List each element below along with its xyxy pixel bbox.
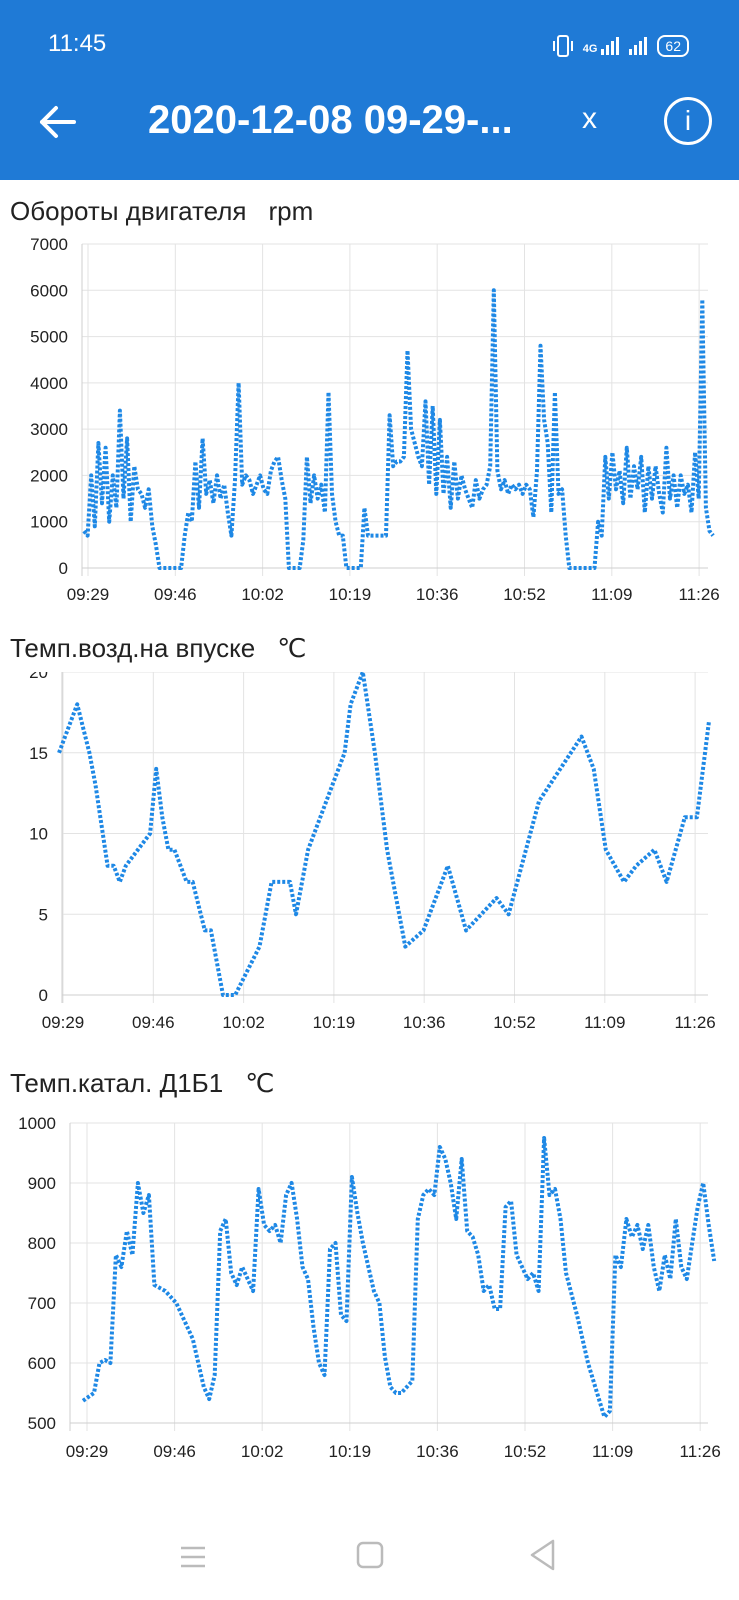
x-tick-label: 09:29	[42, 1013, 85, 1032]
y-tick-label: 20	[29, 672, 48, 682]
y-tick-label: 0	[59, 559, 68, 578]
y-tick-label: 700	[28, 1294, 56, 1313]
x-tick-label: 10:19	[329, 1442, 372, 1461]
x-tick-label: 10:36	[416, 585, 459, 604]
x-tick-label: 11:26	[678, 585, 719, 604]
y-tick-label: 4000	[30, 374, 68, 393]
status-icons: 4G 62	[552, 32, 689, 60]
y-tick-label: 800	[28, 1234, 56, 1253]
series-line	[81, 1136, 717, 1419]
x-tick-label: 10:19	[313, 1013, 356, 1032]
back-triangle-icon[interactable]	[528, 1538, 558, 1572]
x-tick-label: 09:46	[154, 585, 197, 604]
x-tick-label: 09:46	[132, 1013, 175, 1032]
x-tick-label: 10:19	[329, 585, 372, 604]
info-button[interactable]: i	[664, 97, 712, 145]
y-tick-label: 600	[28, 1354, 56, 1373]
x-tick-label: 10:02	[241, 585, 284, 604]
y-tick-label: 3000	[30, 420, 68, 439]
x-tick-label: 10:52	[493, 1013, 536, 1032]
y-tick-label: 0	[39, 986, 48, 1005]
vibrate-icon	[552, 35, 573, 57]
home-square-icon[interactable]	[355, 1540, 385, 1570]
page-title: 2020-12-08 09-29-...	[148, 98, 513, 142]
battery-icon: 62	[657, 35, 689, 57]
y-tick-label: 500	[28, 1414, 56, 1433]
y-tick-label: 2000	[30, 466, 68, 485]
status-time: 11:45	[48, 30, 107, 57]
menu-icon[interactable]	[178, 1542, 208, 1572]
cat-temp-chart: 500 600 700 800 900 1000 09:29 09:46 10:02 10:19 1…	[18, 1114, 721, 1461]
y-tick-label: 900	[28, 1174, 56, 1193]
y-tick-label: 10	[29, 825, 48, 844]
x-tick-label: 11:26	[674, 1013, 715, 1032]
chart-unit-intake-temp: ℃	[277, 633, 307, 663]
chart-title-rpm: Обороты двигателя rpm	[10, 196, 314, 226]
x-tick-label: 11:09	[592, 1442, 633, 1461]
x-tick-label: 09:46	[153, 1442, 196, 1461]
back-arrow-button[interactable]	[36, 100, 80, 144]
y-tick-label: 1000	[30, 513, 68, 532]
y-tick-label: 7000	[30, 236, 68, 254]
x-tick-label: 11:09	[584, 1013, 625, 1032]
chart-title-cat-temp: Темп.катал. Д1Б1 ℃	[10, 1068, 275, 1098]
x-tick-label: 09:29	[66, 1442, 109, 1461]
chart-title-intake-temp: Темп.возд.на впуске ℃	[10, 633, 307, 663]
x-tick-label: 10:02	[241, 1442, 284, 1461]
x-tick-label: 10:52	[503, 585, 546, 604]
chart-unit-rpm: rpm	[268, 196, 314, 226]
x-tick-label: 11:26	[680, 1442, 721, 1461]
x-tick-label: 10:52	[504, 1442, 547, 1461]
series-line	[57, 672, 712, 997]
system-nav-bar	[0, 1520, 739, 1600]
y-tick-label: 1000	[18, 1114, 56, 1133]
y-tick-label: 15	[29, 744, 48, 763]
intake-temp-chart: 0 5 10 15 20 09:29 09:46 10:02 10:19 10:36 10:52 11…	[29, 672, 716, 1032]
x-tick-label: 10:36	[403, 1013, 446, 1032]
chart-unit-cat-temp: ℃	[245, 1068, 275, 1098]
y-tick-label: 6000	[30, 281, 68, 300]
rpm-chart: 0 1000 2000 3000 4000 5000 6000 7000 09:29 09:46 1…	[30, 236, 720, 604]
x-tick-label: 11:09	[591, 585, 632, 604]
x-tick-label: 10:36	[416, 1442, 459, 1461]
close-button[interactable]: x	[582, 102, 597, 135]
series-line	[82, 288, 715, 570]
x-tick-label: 10:02	[222, 1013, 265, 1032]
signal-bars-icon	[629, 37, 648, 55]
app-bar: 11:45 4G 62 2020-12-08 09-29-... x i	[0, 0, 739, 180]
y-tick-label: 5	[39, 905, 48, 924]
signal-4g-icon: 4G	[583, 37, 620, 55]
x-tick-label: 09:29	[67, 585, 110, 604]
y-tick-label: 5000	[30, 328, 68, 347]
